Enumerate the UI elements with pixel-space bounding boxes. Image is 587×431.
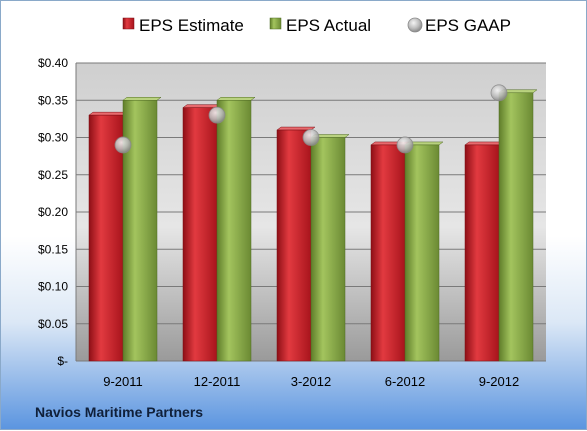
- actual-bar-cap: [216, 97, 256, 101]
- gaap-marker: [396, 136, 414, 154]
- estimate-bar-cap: [464, 141, 504, 146]
- y-tick-label: $0.35: [38, 93, 68, 107]
- gaap-marker: [490, 84, 508, 102]
- gaap-marker: [208, 106, 226, 124]
- estimate-bar: [88, 114, 124, 362]
- estimate-bar: [182, 107, 218, 362]
- actual-bar: [404, 144, 440, 362]
- actual-bar: [310, 137, 346, 362]
- legend-swatch: [407, 17, 423, 33]
- actual-bar: [498, 92, 534, 362]
- x-tick-label: 9-2011: [103, 374, 143, 389]
- legend-swatch: [122, 17, 135, 30]
- legend-label: EPS Estimate: [139, 16, 244, 35]
- actual-bar: [216, 100, 252, 362]
- estimate-bar-cap: [88, 111, 128, 116]
- estimate-bar: [464, 144, 500, 362]
- x-tick-label: 3-2012: [291, 374, 331, 389]
- actual-bar-cap: [122, 97, 162, 101]
- gaap-marker: [114, 136, 132, 154]
- estimate-bar: [370, 144, 406, 362]
- gaap-marker: [302, 129, 320, 146]
- x-tick-label: 12-2011: [194, 374, 241, 389]
- y-tick-label: $0.10: [38, 280, 68, 294]
- legend-swatch: [269, 17, 282, 30]
- legend-label: EPS Actual: [286, 16, 371, 35]
- x-tick-label: 6-2012: [385, 374, 425, 389]
- y-tick-label: $-: [57, 354, 68, 368]
- company-name: Navios Maritime Partners: [35, 404, 204, 420]
- y-tick-label: $0.25: [38, 168, 68, 182]
- actual-bar: [122, 100, 158, 362]
- y-tick-label: $0.40: [38, 56, 68, 70]
- legend: EPS Estimate EPS Actual EPS GAAP: [122, 16, 511, 35]
- y-tick-label: $0.20: [38, 205, 68, 219]
- plot-area: $- $0.05 $0.10 $0.15 $0.20 $0.25 $0.30 $0.35 $0.…: [38, 56, 546, 389]
- y-tick-label: $0.05: [38, 317, 68, 331]
- estimate-bar: [276, 129, 312, 362]
- y-tick-label: $0.30: [38, 131, 68, 145]
- y-tick-label: $0.15: [38, 242, 68, 256]
- x-tick-label: 9-2012: [479, 374, 519, 389]
- legend-label: EPS GAAP: [425, 16, 511, 35]
